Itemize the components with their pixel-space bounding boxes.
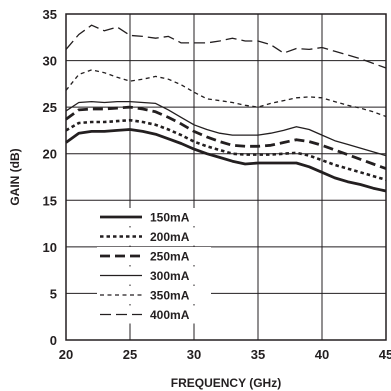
legend-label-400mA: 400mA bbox=[150, 308, 190, 322]
series-layer bbox=[65, 24, 387, 193]
y-tick-label: 5 bbox=[50, 286, 57, 301]
series-line-200mA bbox=[65, 118, 387, 182]
x-tick-label: 30 bbox=[187, 347, 201, 362]
grid-layer bbox=[66, 14, 386, 340]
y-tick-label: 10 bbox=[43, 240, 57, 255]
y-tick-label: 25 bbox=[43, 100, 57, 115]
y-tick-label: 35 bbox=[43, 7, 57, 22]
legend-label-200mA: 200mA bbox=[150, 230, 190, 244]
legend-entry-bg bbox=[97, 208, 211, 226]
x-tick-label: 35 bbox=[251, 347, 265, 362]
legend-label-250mA: 250mA bbox=[150, 250, 190, 264]
y-tick-label: 30 bbox=[43, 54, 57, 69]
legend-label-150mA: 150mA bbox=[150, 211, 190, 225]
plot-frame bbox=[65, 13, 387, 341]
y-axis-title: GAIN (dB) bbox=[8, 148, 22, 205]
x-tick-label: 40 bbox=[315, 347, 329, 362]
legend-entry-bg bbox=[97, 305, 211, 324]
series-line-350mA bbox=[65, 69, 387, 118]
y-tick-label: 20 bbox=[43, 147, 57, 162]
legend-label-300mA: 300mA bbox=[150, 269, 190, 283]
x-axis-title: FREQUENCY (GHz) bbox=[171, 376, 281, 390]
x-tick-label: 45 bbox=[379, 347, 391, 362]
series-line-250mA bbox=[65, 105, 387, 170]
y-tick-label: 0 bbox=[50, 333, 57, 348]
legend-label-350mA: 350mA bbox=[150, 289, 190, 303]
legend: 150mA 200mA 250mA 300mA 350mA 400mA bbox=[97, 208, 211, 324]
legend-entry-bg bbox=[97, 286, 211, 304]
x-tick-label: 25 bbox=[123, 347, 137, 362]
series-line-400mA bbox=[65, 24, 387, 69]
x-tick-label: 20 bbox=[59, 347, 73, 362]
tick-labels: 20 25 30 35 40 45 0 5 10 15 20 25 30 35 bbox=[43, 7, 391, 362]
legend-entry-bg bbox=[97, 266, 211, 285]
legend-entry-bg bbox=[97, 247, 211, 265]
legend-entry-bg bbox=[97, 227, 211, 246]
series-line-150mA bbox=[65, 128, 387, 193]
series-line-300mA bbox=[65, 100, 387, 157]
y-tick-label: 15 bbox=[43, 193, 57, 208]
